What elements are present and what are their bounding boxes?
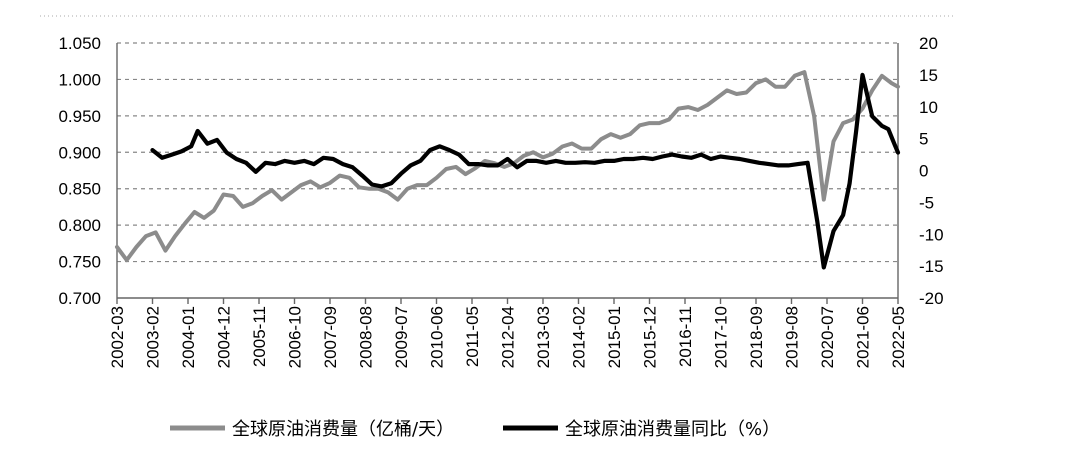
x-axis-tick-labels: 2002-03 2003-02 2004-01 2004-12 2005-11 2006-… — [108, 306, 908, 368]
legend-label: 全球原油消费量同比（%） — [565, 419, 780, 440]
series-line-1 — [115, 70, 900, 263]
right-tick-label: 15 — [919, 66, 938, 85]
right-tick-label: -20 — [919, 289, 944, 308]
x-tick-label: 2004-12 — [215, 306, 234, 368]
x-tick-label: 2014-02 — [570, 306, 589, 368]
right-tick-label: 10 — [919, 98, 938, 117]
left-axis-tick-labels: 0.700 0.750 0.800 0.850 0.900 0.950 1.000 1.050 — [58, 34, 101, 308]
right-tick-label: -5 — [919, 193, 934, 212]
x-tick-label: 2015-01 — [605, 306, 624, 368]
x-tick-label: 2019-08 — [783, 306, 802, 368]
right-tick-label: 0 — [919, 162, 928, 181]
legend-label: 全球原油消费量（亿桶/天） — [232, 419, 454, 440]
x-tick-label: 2005-11 — [250, 306, 269, 367]
x-tick-label: 2010-06 — [428, 306, 447, 368]
left-tick-label: 0.950 — [58, 107, 101, 126]
x-tick-label: 2004-01 — [179, 306, 198, 368]
axes — [116, 43, 899, 304]
legend: 全球原油消费量（亿桶/天） 全球原油消费量同比（%） — [170, 419, 780, 440]
x-tick-label: 2012-04 — [499, 306, 518, 368]
x-tick-label: 2011-05 — [463, 306, 482, 367]
x-tick-label: 2013-03 — [534, 306, 553, 368]
x-tick-label: 2018-09 — [747, 306, 766, 368]
x-tick-label: 2006-10 — [286, 306, 305, 368]
x-tick-label: 2002-03 — [108, 306, 127, 368]
left-tick-label: 0.800 — [58, 216, 101, 235]
x-tick-label: 2016-11 — [676, 306, 695, 367]
x-tick-label: 2007-09 — [321, 306, 340, 368]
left-tick-label: 0.750 — [58, 253, 101, 272]
gridlines — [117, 42, 898, 263]
right-axis-tick-labels: -20 -15 -10 -5 0 5 10 15 20 — [919, 34, 944, 308]
left-tick-label: 1.000 — [58, 70, 101, 89]
left-tick-label: 0.700 — [58, 289, 101, 308]
left-tick-label: 0.900 — [58, 143, 101, 162]
right-tick-label: 5 — [919, 130, 928, 149]
x-tick-label: 2020-07 — [818, 306, 837, 368]
series-lines — [115, 70, 901, 270]
x-tick-label: 2003-02 — [144, 306, 163, 368]
right-tick-label: -10 — [919, 225, 944, 244]
x-tick-label: 2015-12 — [641, 306, 660, 368]
right-tick-label: -15 — [919, 257, 944, 276]
left-tick-label: 0.850 — [58, 180, 101, 199]
x-tick-label: 2017-10 — [712, 306, 731, 368]
right-tick-label: 20 — [919, 34, 938, 53]
x-tick-label: 2008-08 — [357, 306, 376, 368]
x-tick-label: 2022-05 — [889, 306, 908, 368]
left-tick-label: 1.050 — [58, 34, 101, 53]
series-line-2 — [150, 72, 901, 270]
x-tick-label: 2009-07 — [392, 306, 411, 368]
x-tick-label: 2021-06 — [854, 306, 873, 368]
